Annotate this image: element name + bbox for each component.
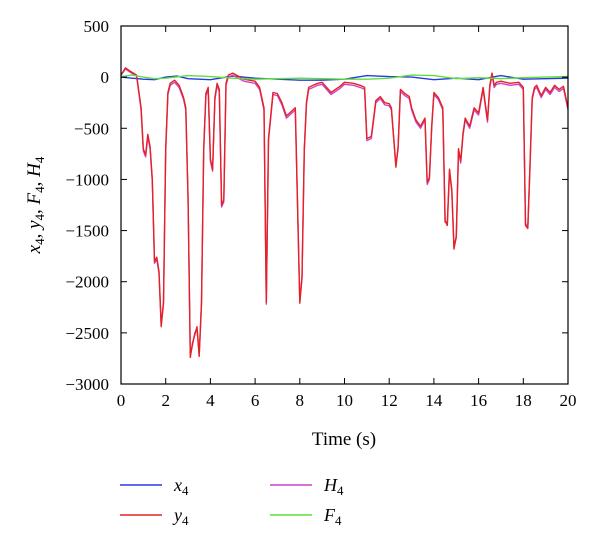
x-tick-label: 4 xyxy=(206,391,215,410)
x-tick-label: 10 xyxy=(336,391,353,410)
legend-label-H4: H4 xyxy=(323,475,344,498)
y-tick-label: −1500 xyxy=(65,222,109,241)
y-tick-label: −2500 xyxy=(65,324,109,343)
x-tick-label: 6 xyxy=(251,391,260,410)
x-tick-label: 20 xyxy=(560,391,577,410)
y-tick-label: −3000 xyxy=(65,375,109,394)
y-tick-label: 500 xyxy=(84,17,110,36)
x-tick-label: 8 xyxy=(296,391,305,410)
x-tick-label: 2 xyxy=(161,391,170,410)
x-tick-label: 18 xyxy=(515,391,532,410)
series-line-F4 xyxy=(121,74,568,80)
legend: x4 y4 H4 F4 xyxy=(120,475,344,528)
legend-label-x4: x4 xyxy=(173,475,189,498)
legend-label-F4: F4 xyxy=(323,505,342,528)
y-tick-label: −500 xyxy=(74,119,109,138)
y-tick-label: −1000 xyxy=(65,170,109,189)
series-layer xyxy=(121,67,568,359)
x-axis-label: Time (s) xyxy=(312,429,376,450)
x-tick-label: 0 xyxy=(117,391,126,410)
series-line-x4 xyxy=(121,74,568,81)
y-axis-label: x4, y4, F4, H4 xyxy=(24,156,47,254)
tick-layer: 0 2 4 6 8 10 12 14 16 18 20 500 0 −500 −1000 −1500 −2000… xyxy=(65,17,576,410)
y-tick-label: −2000 xyxy=(65,273,109,292)
x-tick-label: 16 xyxy=(470,391,487,410)
x-tick-label: 14 xyxy=(425,391,443,410)
legend-label-y4: y4 xyxy=(172,505,189,528)
y-tick-label: 0 xyxy=(101,68,110,87)
series-line-y4 xyxy=(121,67,568,359)
x-tick-label: 12 xyxy=(381,391,398,410)
